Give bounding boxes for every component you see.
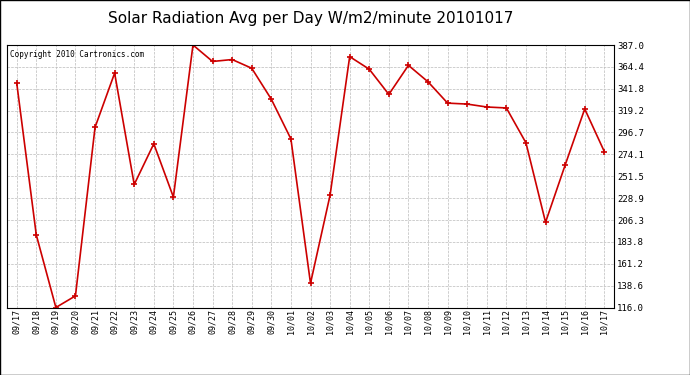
Text: Solar Radiation Avg per Day W/m2/minute 20101017: Solar Radiation Avg per Day W/m2/minute … (108, 11, 513, 26)
Text: Copyright 2010 Cartronics.com: Copyright 2010 Cartronics.com (10, 50, 144, 59)
